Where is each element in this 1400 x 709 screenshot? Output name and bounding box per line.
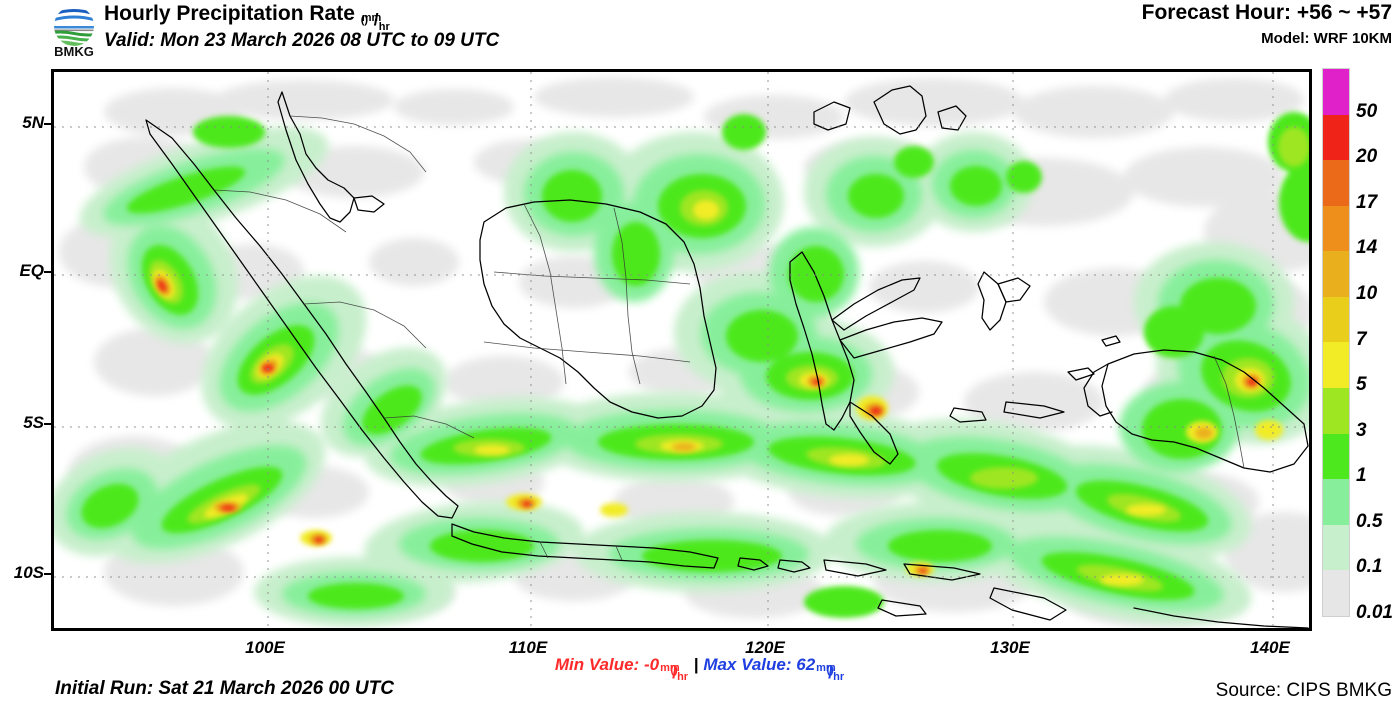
colorbar-band-20 <box>1323 114 1349 161</box>
colorbar-tick-0p1: 0.1 <box>1356 556 1383 578</box>
y-tick-mark-5s <box>44 423 51 425</box>
colorbar-tick-7: 7 <box>1356 328 1367 350</box>
x-tick-label-110e: 110E <box>508 638 548 657</box>
x-tick-label-140e: 140E <box>1250 638 1290 657</box>
x-tick-label-130e: 130E <box>990 638 1030 657</box>
y-tick-label-eq: EQ <box>19 261 44 280</box>
colorbar-tick-5: 5 <box>1356 374 1367 396</box>
colorbar-band-0p1 <box>1323 524 1349 571</box>
colorbar-tick-10: 10 <box>1356 282 1378 304</box>
colorbar-tick-0p01: 0.01 <box>1356 602 1393 623</box>
minmax-separator: | <box>693 655 699 674</box>
x-tick-label-100e: 100E <box>245 638 285 657</box>
y-tick-label-10s: 10S <box>13 563 44 582</box>
model-name: Model: WRF 10KM <box>1261 30 1392 47</box>
y-tick-label-5s: 5S <box>23 413 44 432</box>
colorbar-tick-17: 17 <box>1356 191 1378 213</box>
colorbar-band-7 <box>1323 296 1349 343</box>
source-label: Source: CIPS BMKG <box>1215 680 1392 701</box>
colorbar-tick-14: 14 <box>1356 237 1378 259</box>
max-unit: (mm / hr) <box>816 662 845 683</box>
colorbar-band-0p01 <box>1323 570 1349 616</box>
y-tick-label-5n: 5N <box>22 113 44 132</box>
colorbar-band-14 <box>1323 205 1349 252</box>
unit-numerator: mm <box>361 12 382 24</box>
colorbar-band-10 <box>1323 251 1349 297</box>
colorbar-band-50 <box>1323 69 1349 115</box>
min-unit: (mm / hr) <box>660 662 689 683</box>
valid-time: Valid: Mon 23 March 2026 08 UTC to 09 UT… <box>104 30 500 51</box>
page-title-text: Hourly Precipitation Rate <box>104 2 355 25</box>
title-block: Hourly Precipitation Rate (mm / hr) Valid:… <box>104 1 499 53</box>
y-tick-mark-5n <box>44 123 51 125</box>
colorbar-band-1 <box>1323 433 1349 480</box>
y-tick-mark-eq <box>44 271 51 273</box>
map-frame[interactable]: Copyright Sub Bidang Prediksi Cuaca BMKG… <box>51 69 1312 631</box>
colorbar-band-0p5 <box>1323 479 1349 525</box>
bmkg-logo: BMKG <box>54 6 94 58</box>
page-title: Hourly Precipitation Rate (mm / hr) <box>104 1 499 33</box>
min-value: -0 <box>643 655 660 674</box>
precipitation-map[interactable] <box>54 72 1309 628</box>
logo-text: BMKG <box>54 44 94 58</box>
colorbar-band-17 <box>1323 160 1349 206</box>
min-max-values: Min Value: -0(mm / hr) | Max Value: 62(mm /… <box>0 655 1400 684</box>
colorbar-tick-1: 1 <box>1356 465 1367 487</box>
unit-slash: / <box>373 10 379 29</box>
x-tick-label-120e: 120E <box>745 638 785 657</box>
max-value-label: Max Value: <box>703 655 792 674</box>
unit-denominator: hr <box>378 21 390 33</box>
colorbar-band-5 <box>1323 342 1349 389</box>
colorbar-tick-0p5: 0.5 <box>1356 510 1383 532</box>
max-value: 62 <box>796 655 816 674</box>
colorbar-tick-50: 50 <box>1356 100 1378 122</box>
colorbar-tick-20: 20 <box>1356 146 1378 168</box>
colorbar-tick-3: 3 <box>1356 419 1367 441</box>
unit-mm-per-hr: (mm / hr) <box>361 8 391 33</box>
y-tick-mark-10s <box>44 573 51 575</box>
colorbar-band-3 <box>1323 388 1349 434</box>
forecast-hour: Forecast Hour: +56 ~ +57 <box>1141 1 1392 24</box>
min-value-label: Min Value: <box>554 655 640 674</box>
colorbar <box>1322 68 1350 617</box>
initial-run: Initial Run: Sat 21 March 2026 00 UTC <box>55 678 394 699</box>
